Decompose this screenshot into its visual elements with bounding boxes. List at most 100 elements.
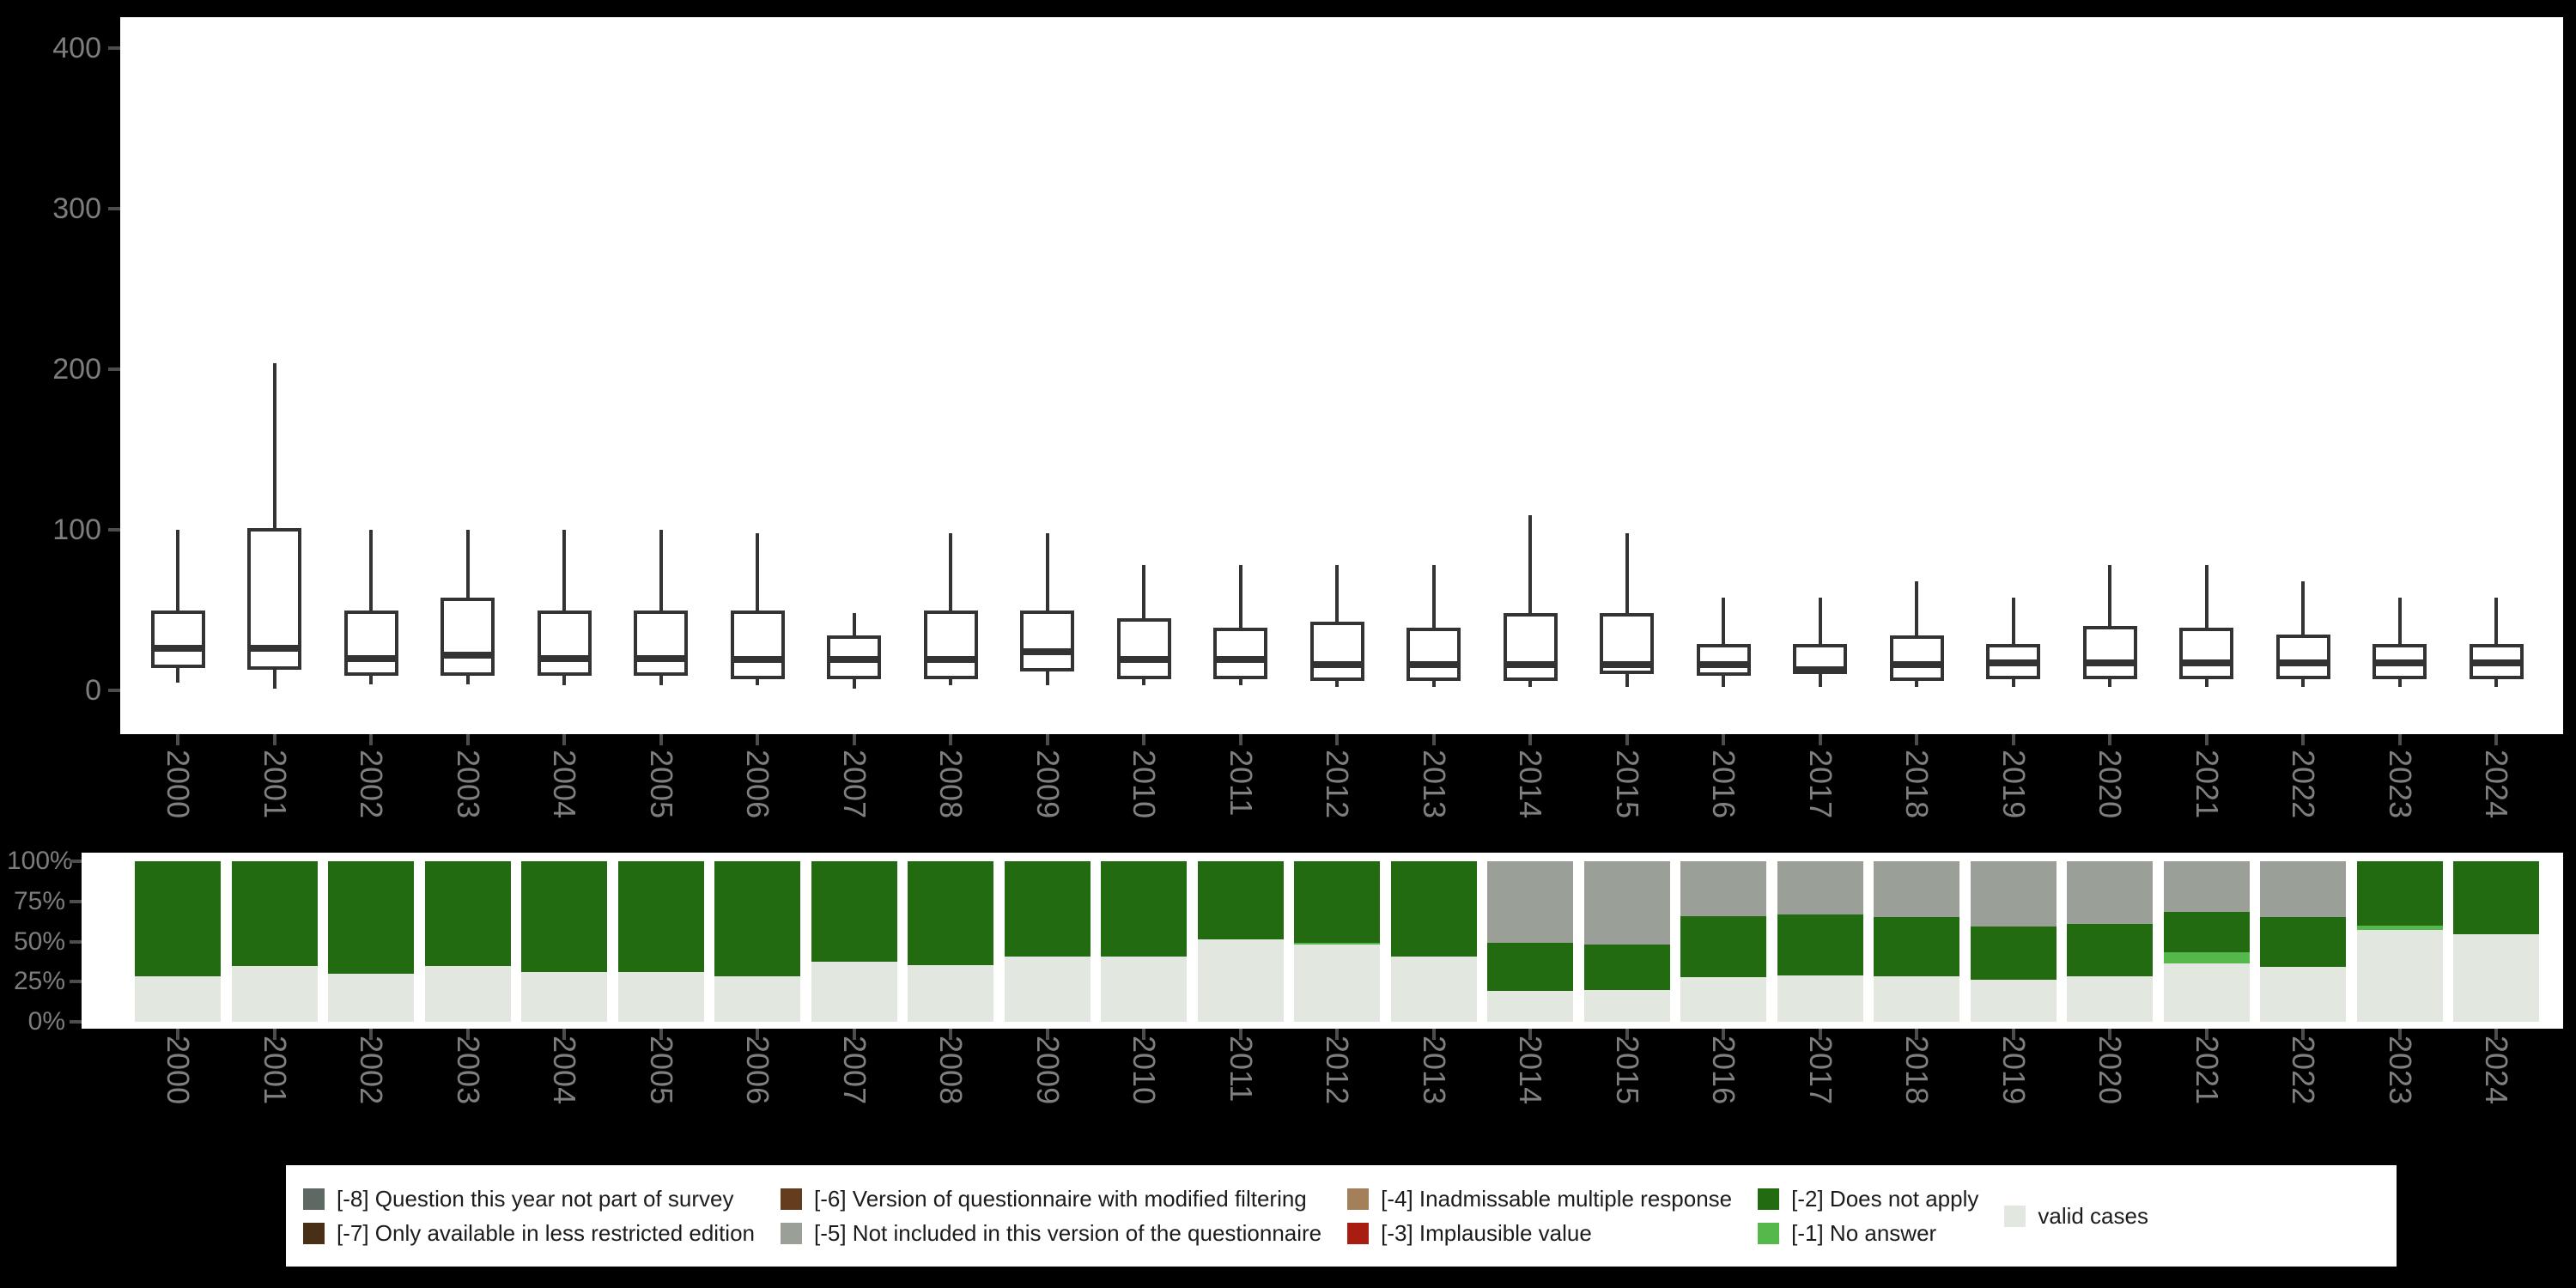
stackedbar-xtick-label-2007: 2007 — [836, 1036, 872, 1105]
bar-segment-2002---2-does-not-apply — [328, 861, 414, 974]
boxplot-xtick-mark-2017 — [1818, 734, 1822, 745]
boxplot-xtick-label-2004: 2004 — [547, 750, 582, 819]
boxplot-box-2016 — [1696, 643, 1751, 677]
boxplot-median-2018 — [1889, 661, 1944, 669]
boxplot-median-2001 — [247, 645, 301, 653]
bar-segment-2013-valid-cases — [1390, 957, 1477, 1022]
stackedbar-xtick-label-2018: 2018 — [1899, 1036, 1935, 1105]
stackedbar-ytick-label-0: 0% — [27, 1007, 65, 1036]
bar-segment-2021---1-no-answer — [2163, 951, 2250, 963]
legend-label-m5: [-5] Not included in this version of the… — [814, 1220, 1322, 1246]
boxplot-box-2002 — [343, 610, 398, 677]
boxplot-ytick-label-100: 100 — [52, 513, 101, 546]
boxplot-xtick-mark-2005 — [659, 734, 663, 745]
boxplot-xtick-mark-2011 — [1238, 734, 1242, 745]
boxplot-median-2022 — [2275, 659, 2330, 667]
legend-label-valid: valid cases — [2038, 1203, 2148, 1229]
boxplot-whisker-2001 — [272, 362, 276, 690]
boxplot-xtick-label-2020: 2020 — [2093, 750, 2128, 819]
stackedbar-xtick-label-2014: 2014 — [1513, 1036, 1548, 1105]
stackedbar-ytick-mark-100 — [70, 860, 82, 863]
boxplot-xtick-mark-2013 — [1431, 734, 1436, 745]
boxplot-whisker-2021 — [2204, 565, 2208, 688]
stackedbar-xtick-mark-2021 — [2204, 1029, 2208, 1040]
bar-segment-2016-valid-cases — [1680, 976, 1766, 1022]
boxplot-median-2004 — [537, 654, 592, 662]
stackedbar-xtick-mark-2005 — [659, 1029, 663, 1040]
legend-column-3: [-4] Inadmissable multiple response [-3] … — [1347, 1186, 1732, 1246]
bar-segment-2016---2-does-not-apply — [1680, 915, 1766, 977]
legend-label-m3: [-3] Implausible value — [1381, 1220, 1592, 1246]
bar-segment-2023---1-no-answer — [2356, 925, 2443, 931]
bar-segment-2020-valid-cases — [2067, 975, 2153, 1022]
stackedbar-xtick-label-2005: 2005 — [643, 1036, 679, 1105]
boxplot-box-2000 — [150, 610, 205, 668]
legend-column-2: [-6] Version of questionnaire with modif… — [781, 1186, 1321, 1246]
bar-segment-2012-valid-cases — [1294, 945, 1380, 1022]
boxplot-xtick-label-2018: 2018 — [1899, 750, 1935, 819]
legend-item-m2: [-2] Does not apply — [1758, 1186, 1978, 1212]
legend-swatch-m7-icon — [303, 1222, 325, 1244]
boxplot-xtick-mark-2018 — [1915, 734, 1918, 745]
legend-item-m1: [-1] No answer — [1758, 1220, 1978, 1246]
boxplot-median-2010 — [1116, 656, 1171, 664]
boxplot-whisker-2018 — [1915, 580, 1918, 688]
stackedbar-xtick-mark-2017 — [1818, 1029, 1822, 1040]
boxplot-box-2005 — [634, 610, 688, 677]
stackedbar-xtick-label-2000: 2000 — [161, 1036, 196, 1105]
boxplot-xtick-mark-2004 — [562, 734, 566, 745]
stackedbar-xtick-mark-2004 — [562, 1029, 566, 1040]
bar-segment-2012---2-does-not-apply — [1294, 861, 1380, 944]
stackedbar-xtick-mark-2002 — [369, 1029, 373, 1040]
legend-swatch-m4-icon — [1347, 1188, 1370, 1210]
boxplot-xtick-mark-2015 — [1625, 734, 1629, 745]
stackedbar-xtick-mark-2018 — [1915, 1029, 1918, 1040]
boxplot-median-2006 — [730, 656, 785, 664]
boxplot-xtick-mark-2021 — [2204, 734, 2208, 745]
boxplot-xtick-mark-2016 — [1722, 734, 1725, 745]
boxplot-xtick-mark-2014 — [1528, 734, 1532, 745]
boxplot-whisker-2002 — [369, 530, 373, 684]
stackedbar-xtick-label-2020: 2020 — [2093, 1036, 2128, 1105]
boxplot-xtick-label-2009: 2009 — [1030, 750, 1066, 819]
boxplot-box-2004 — [537, 610, 592, 677]
bar-segment-2020---2-does-not-apply — [2067, 923, 2153, 976]
stackedbar-xtick-mark-2011 — [1238, 1029, 1242, 1040]
boxplot-xtick-label-2010: 2010 — [1127, 750, 1162, 819]
stackedbar-xtick-mark-2022 — [2301, 1029, 2305, 1040]
bar-segment-2017-valid-cases — [1777, 975, 1863, 1022]
boxplot-box-2014 — [1503, 613, 1558, 681]
bar-segment-2001---2-does-not-apply — [231, 861, 318, 966]
bar-segment-2021-valid-cases — [2163, 963, 2250, 1022]
legend-label-m1: [-1] No answer — [1791, 1220, 1937, 1246]
stackedbar-xtick-label-2001: 2001 — [257, 1036, 293, 1105]
boxplot-xtick-mark-2003 — [465, 734, 470, 745]
boxplot-whisker-2008 — [949, 532, 952, 686]
boxplot-box-2021 — [2179, 628, 2233, 679]
legend-item-valid: valid cases — [2004, 1203, 2148, 1229]
stackedbar-xtick-mark-2007 — [852, 1029, 856, 1040]
boxplot-median-2016 — [1696, 661, 1751, 669]
bar-segment-2003---2-does-not-apply — [424, 861, 511, 967]
boxplot-box-2018 — [1889, 635, 1944, 681]
bar-segment-2023---2-does-not-apply — [2356, 861, 2443, 926]
stackedbar-xtick-label-2012: 2012 — [1320, 1036, 1355, 1105]
bar-segment-2003-valid-cases — [424, 966, 511, 1022]
boxplot-median-2008 — [923, 656, 978, 664]
legend-item-m5: [-5] Not included in this version of the… — [781, 1220, 1321, 1246]
boxplot-xtick-mark-2009 — [1045, 734, 1049, 745]
bar-segment-2020---5-not-included-in-this-version-of-the-questionnaire — [2067, 861, 2153, 924]
boxplot-whisker-2017 — [1818, 597, 1822, 688]
stackedbar-xtick-label-2022: 2022 — [2286, 1036, 2321, 1105]
boxplot-whisker-2020 — [2108, 565, 2111, 688]
boxplot-xtick-label-2019: 2019 — [1996, 750, 2032, 819]
bar-segment-2022---2-does-not-apply — [2260, 917, 2346, 968]
bar-segment-2014---2-does-not-apply — [1487, 943, 1573, 991]
bar-segment-2011-valid-cases — [1197, 939, 1284, 1022]
boxplot-box-2022 — [2275, 634, 2330, 679]
stackedbar-ytick-label-50: 50% — [13, 927, 65, 956]
stackedbar-xtick-label-2003: 2003 — [450, 1036, 486, 1105]
stackedbar-xtick-mark-2010 — [1142, 1029, 1145, 1040]
bar-segment-2018---5-not-included-in-this-version-of-the-questionnaire — [1874, 861, 1959, 917]
stackedbar-xtick-label-2011: 2011 — [1223, 1036, 1259, 1103]
